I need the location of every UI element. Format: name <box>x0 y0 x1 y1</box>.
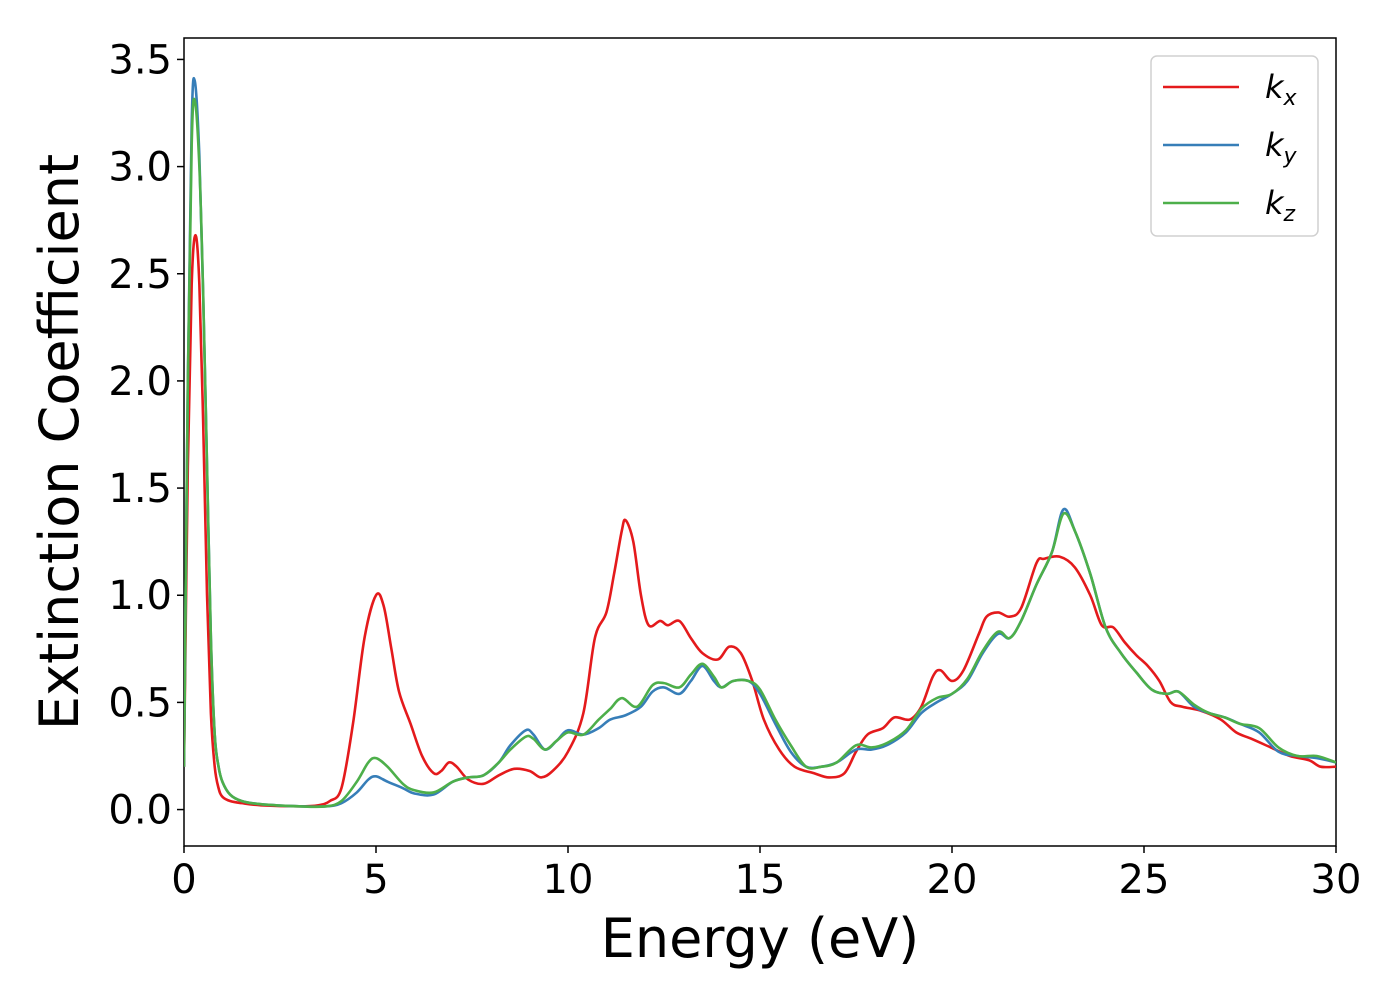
y-tick-label: 1.0 <box>108 573 172 619</box>
y-tick-label: 1.5 <box>108 466 172 512</box>
y-tick-label: 3.5 <box>108 37 172 83</box>
x-tick-label: 15 <box>735 857 786 903</box>
y-axis: 0.0 0.5 1.0 1.5 2.0 2.5 3.0 3.5 <box>108 37 184 834</box>
y-tick-label: 3.0 <box>108 145 172 191</box>
legend-label-x: kx <box>1265 68 1298 111</box>
x-tick-label: 30 <box>1311 857 1362 903</box>
legend-label-y: ky <box>1265 126 1298 169</box>
x-tick-label: 20 <box>927 857 978 903</box>
x-axis: 0 5 10 15 20 25 30 <box>171 846 1361 903</box>
y-axis-title: Extinction Coefficient <box>28 154 91 730</box>
x-tick-label: 5 <box>363 857 388 903</box>
x-axis-title: Energy (eV) <box>601 907 920 970</box>
x-tick-label: 10 <box>543 857 594 903</box>
y-tick-label: 0.0 <box>108 788 172 834</box>
y-tick-label: 2.0 <box>108 359 172 405</box>
plot-area: 0 5 10 15 20 25 30 0.0 0.5 1.0 1.5 2.0 2.5 3.0 3.5 <box>108 37 1361 903</box>
y-tick-label: 2.5 <box>108 252 172 298</box>
y-tick-label: 0.5 <box>108 680 172 726</box>
legend-label-z: kz <box>1265 184 1296 227</box>
x-tick-label: 0 <box>171 857 196 903</box>
x-tick-label: 25 <box>1119 857 1170 903</box>
legend: kx ky kz <box>1150 55 1319 237</box>
series-line-z <box>184 97 1336 809</box>
series-layer <box>184 76 1336 809</box>
